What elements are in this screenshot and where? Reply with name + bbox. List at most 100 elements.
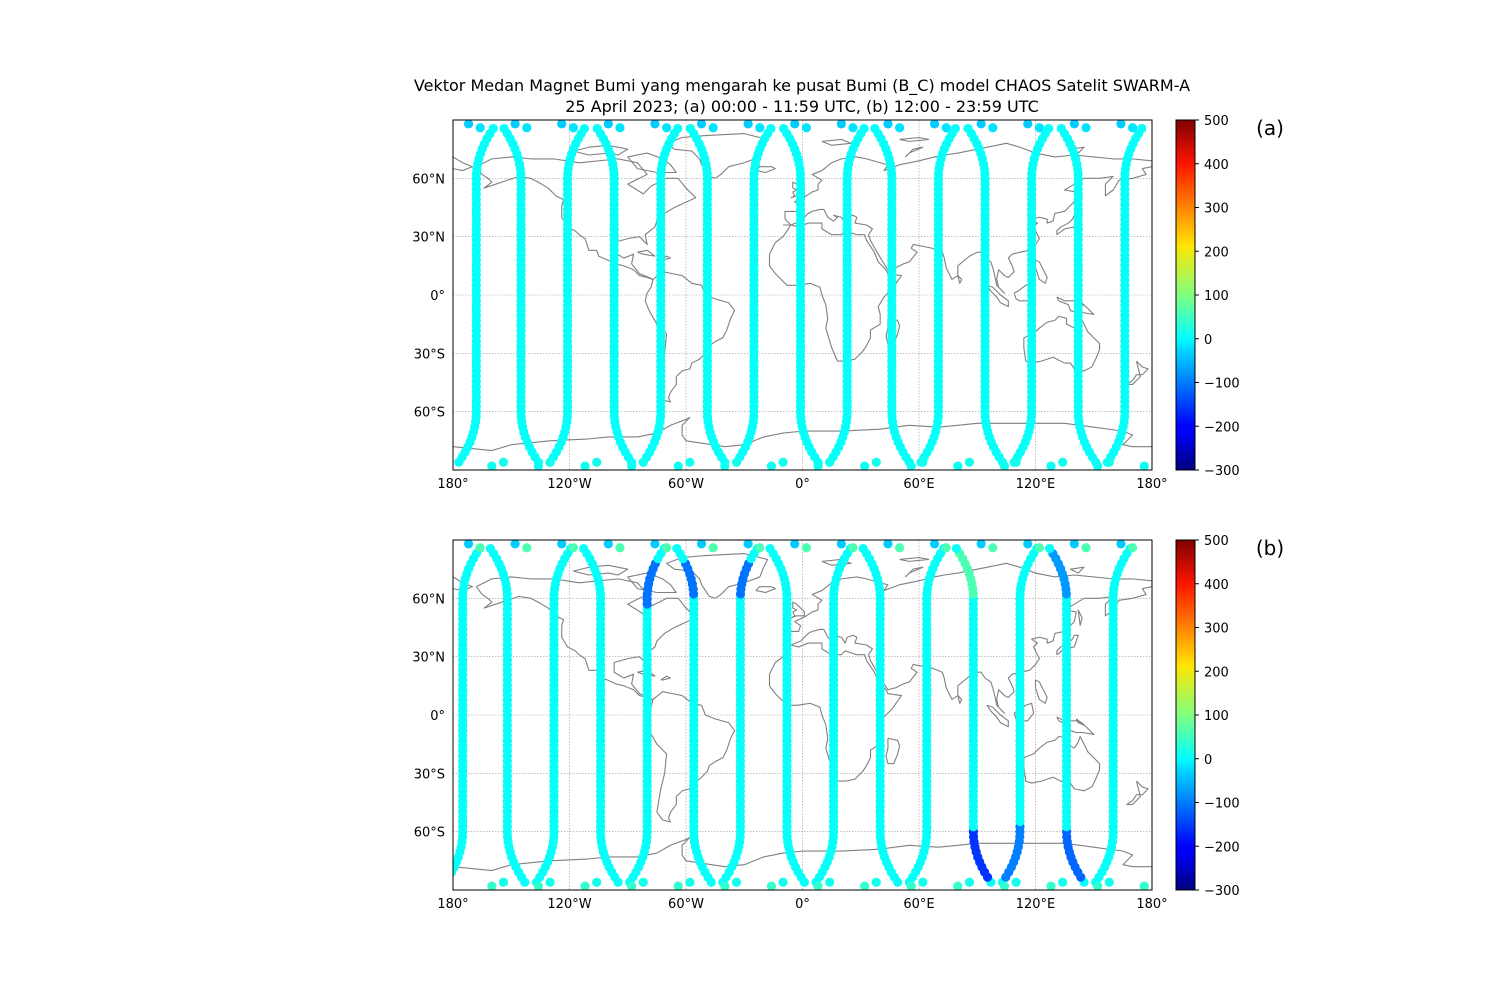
- data-point: [463, 120, 474, 129]
- data-point: [487, 881, 497, 890]
- data-point: [778, 457, 788, 467]
- x-tick-label: 0°: [795, 477, 810, 492]
- coastline: [905, 146, 924, 158]
- satellite-track: [453, 543, 485, 879]
- satellite-track: [1009, 123, 1054, 467]
- coastline: [821, 558, 852, 566]
- data-point: [941, 543, 951, 553]
- data-point: [579, 543, 589, 554]
- data-point: [661, 123, 672, 133]
- data-point: [848, 123, 858, 133]
- data-point: [1046, 881, 1056, 890]
- data-point: [627, 461, 637, 470]
- satellite-track: [531, 543, 576, 887]
- data-point: [953, 881, 963, 890]
- satellite-track: [870, 123, 914, 467]
- data-point: [498, 877, 509, 887]
- data-point: [522, 123, 532, 133]
- data-point: [673, 123, 683, 134]
- data-point: [696, 540, 707, 549]
- data-point: [836, 120, 846, 129]
- x-tick-label: 60°E: [903, 897, 934, 912]
- y-tick-label: 30°N: [412, 651, 445, 666]
- y-tick-label: 30°S: [414, 347, 445, 362]
- satellite-track: [731, 123, 776, 467]
- colorbar-tick-label: −100: [1204, 377, 1240, 392]
- data-point: [743, 120, 753, 129]
- data-point: [1081, 543, 1091, 553]
- coastline: [755, 586, 776, 594]
- data-point: [883, 540, 893, 549]
- x-tick-label: 0°: [795, 897, 810, 912]
- data-point: [650, 120, 660, 129]
- coastline: [957, 695, 963, 704]
- data-point: [615, 543, 625, 553]
- data-point: [1034, 123, 1044, 133]
- data-point: [1045, 543, 1055, 554]
- data-point: [1127, 123, 1138, 133]
- data-point: [579, 123, 590, 134]
- data-point: [871, 457, 881, 467]
- data-point: [1116, 540, 1126, 549]
- data-point: [779, 123, 789, 134]
- map-frame: [452, 539, 1153, 891]
- data-point: [894, 123, 905, 133]
- data-point: [1058, 877, 1068, 887]
- x-tick-label: 60°W: [668, 897, 704, 912]
- data-point: [976, 540, 986, 549]
- data-point: [766, 881, 777, 890]
- data-point: [627, 881, 637, 890]
- colorbar: 500 400 300 200 100 0 −100 −200 −300: [1175, 114, 1240, 479]
- data-point: [860, 461, 870, 470]
- data-point: [906, 461, 916, 470]
- satellite-track: [779, 123, 823, 467]
- x-tick-label: 180°: [437, 477, 468, 492]
- satellite-track: [765, 543, 810, 887]
- satellite-track: [811, 543, 856, 887]
- y-tick-label: 60°S: [414, 406, 445, 421]
- colorbar-tick-label: −200: [1204, 840, 1240, 855]
- data-point: [650, 540, 660, 549]
- data-point: [638, 457, 648, 467]
- coastline: [986, 284, 1009, 308]
- data-point: [813, 461, 823, 470]
- gridlines: [453, 540, 1152, 890]
- colorbar-tick-label: 500: [1204, 534, 1229, 549]
- coastline: [475, 156, 697, 280]
- data-point: [603, 540, 613, 549]
- data-point: [929, 540, 940, 549]
- data-point: [557, 120, 567, 129]
- colorbar-gradient: [1175, 119, 1196, 471]
- satellite-track: [545, 123, 590, 467]
- data-point: [883, 120, 893, 129]
- data-point: [825, 877, 835, 887]
- coastline: [783, 562, 1152, 714]
- data-point: [755, 123, 765, 133]
- x-tick-label: 120°E: [1016, 897, 1056, 912]
- data-point: [673, 461, 683, 470]
- y-tick-label: 0°: [430, 709, 445, 724]
- data-point: [463, 540, 474, 549]
- data-point: [1093, 461, 1103, 470]
- data-point: [858, 543, 868, 554]
- data-point: [696, 120, 707, 129]
- coastline: [627, 572, 677, 594]
- x-tick-label: 120°W: [547, 897, 591, 912]
- data-point: [801, 543, 811, 553]
- data-point: [813, 881, 823, 890]
- data-point: [533, 881, 544, 890]
- data-point: [964, 877, 975, 887]
- data-point: [743, 540, 753, 549]
- coastline: [453, 156, 473, 172]
- satellite-track: [672, 543, 716, 887]
- coastline: [453, 836, 1152, 872]
- data-point: [755, 543, 765, 553]
- data-point: [592, 457, 602, 467]
- panel-a: 180° 120°W 60°W 0° 60°E 120°E 180° 60°N 30°N 0° 30…: [412, 114, 1284, 492]
- figure-title-line2: 25 April 2023; (a) 00:00 - 11:59 UTC, (b…: [565, 97, 1039, 116]
- data-point: [964, 457, 975, 467]
- y-tick-label: 60°S: [414, 826, 445, 841]
- data-point: [1104, 457, 1114, 467]
- data-point: [1081, 123, 1091, 133]
